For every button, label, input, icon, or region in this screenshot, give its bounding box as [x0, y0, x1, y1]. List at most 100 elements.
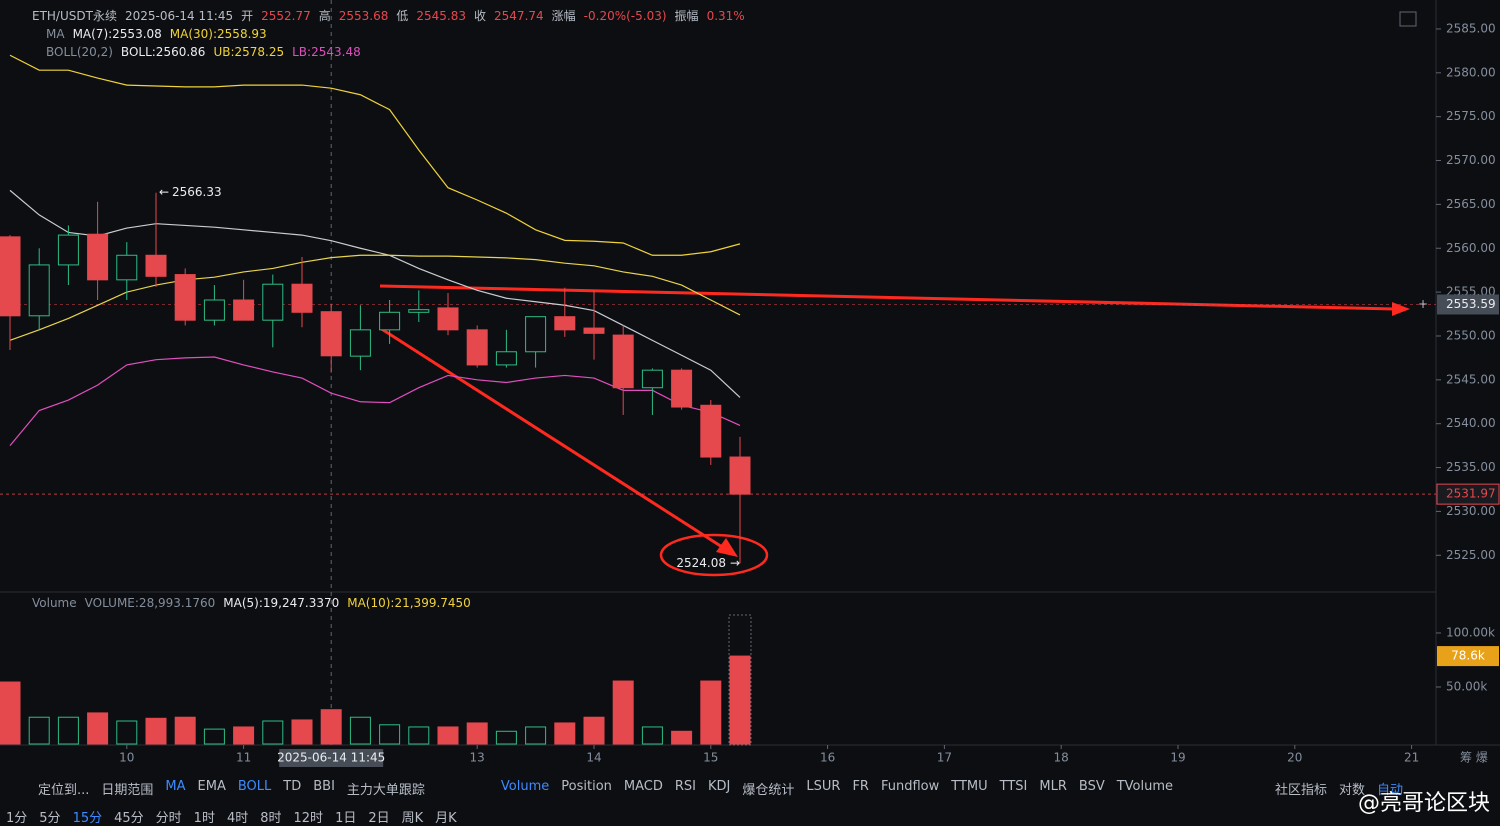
arrow-line: [379, 284, 1396, 311]
toolbar-button[interactable]: MACD: [623, 778, 663, 794]
high-label: 2566.33: [172, 185, 222, 199]
legend-item: 高: [319, 8, 331, 23]
toolbar-group: 定位到... 日期范围 MA EMA BOLL TD BBI 主力大单跟踪: [38, 779, 437, 798]
expand-icon[interactable]: [1399, 11, 1417, 27]
y-tick-label: 2525.00: [1446, 548, 1496, 562]
indicator-line: [9, 189, 741, 398]
toolbar-button[interactable]: TTSI: [999, 778, 1028, 794]
toolbar-button[interactable]: 对数: [1339, 782, 1366, 798]
y-tick-label: 2545.00: [1446, 372, 1496, 386]
highlight-circle: [659, 533, 769, 577]
legend-item: MA(30):2558.93: [170, 27, 267, 41]
toolbar-button[interactable]: 日期范围: [101, 782, 154, 798]
volume-bar: [28, 716, 50, 745]
volume-bar: [174, 716, 196, 745]
toolbar-button[interactable]: 5分: [39, 810, 61, 826]
toolbar-button[interactable]: 45分: [114, 810, 144, 826]
volume-bar: [291, 719, 313, 745]
toolbar-button[interactable]: 8时: [260, 810, 282, 826]
volume-bar: [262, 720, 284, 745]
volume-bar: [145, 717, 167, 745]
crosshair-label: 2025-06-14 11:45: [277, 751, 385, 765]
interval-bar: 1分 5分 15分 45分 分时 1时 4时 8时 12时 1日 2日 周K 月K: [0, 806, 469, 826]
legend-item: 2545.83: [416, 9, 466, 23]
toolbar-button[interactable]: RSI: [674, 778, 696, 794]
toolbar-button[interactable]: 1时: [193, 810, 215, 826]
y-tick-label: 2550.00: [1446, 328, 1496, 342]
toolbar-button[interactable]: 1分: [6, 810, 28, 826]
toolbar-button[interactable]: KDJ: [708, 778, 731, 794]
arrow-head: [1392, 302, 1410, 316]
volume-bar: [495, 730, 517, 745]
candle-body: [379, 311, 401, 331]
legend-item: BOLL(20,2): [46, 45, 113, 59]
toolbar-button[interactable]: TVolume: [1116, 778, 1174, 794]
volume-bar: [57, 716, 79, 745]
toolbar-button[interactable]: TTMU: [951, 778, 988, 794]
price-label: 2531.97: [1446, 487, 1496, 501]
toolbar-button[interactable]: BBI: [313, 778, 335, 794]
volume-bar: [641, 726, 663, 745]
toolbar-button[interactable]: 12时: [293, 810, 324, 826]
y-tick-label: 2540.00: [1446, 416, 1496, 430]
toolbar-button[interactable]: MA: [165, 778, 186, 794]
x-tick-label: 16: [820, 751, 835, 765]
volume-bar: [116, 720, 138, 745]
toolbar-button[interactable]: 定位到...: [38, 782, 90, 798]
legend-item: 2553.68: [339, 9, 389, 23]
toolbar-button[interactable]: 分时: [155, 810, 182, 826]
toolbar-button[interactable]: Position: [561, 778, 612, 794]
candle-body: [28, 264, 50, 317]
legend: ETH/USDT永续 2025-06-14 11:45 开 2552.77 高 2553.…: [32, 8, 745, 23]
toolbar-button[interactable]: Volume: [500, 778, 550, 794]
candle-body: [87, 233, 109, 281]
v-tick-label: 100.00k: [1446, 625, 1495, 639]
toolbar-button[interactable]: 爆仓统计: [742, 782, 795, 798]
legend: Volume VOLUME:28,993.1760 MA(5):19,247.337…: [32, 596, 471, 610]
legend-item: LB:2543.48: [292, 45, 361, 59]
y-tick-label: 2570.00: [1446, 153, 1496, 167]
legend-item: MA(10):21,399.7450: [347, 596, 471, 610]
toolbar-button[interactable]: 主力大单跟踪: [346, 782, 425, 798]
candle-body: [145, 254, 167, 277]
toolbar-button[interactable]: 2日: [368, 810, 390, 826]
candle-body: [437, 307, 459, 331]
toolbar-button[interactable]: 社区指标: [1275, 782, 1328, 798]
x-tick-label: 15: [703, 751, 718, 765]
volume-bar: [671, 730, 693, 745]
toolbar-button[interactable]: 自动: [1377, 782, 1404, 798]
candle-body: [291, 283, 313, 313]
toolbar-button[interactable]: 4时: [226, 810, 249, 826]
toolbar-button[interactable]: 月K: [435, 810, 457, 826]
legend-item: MA(7):2553.08: [73, 27, 162, 41]
indicator-line: [9, 356, 741, 447]
legend-item: 2552.77: [261, 9, 311, 23]
y-tick-label: 2580.00: [1446, 65, 1496, 79]
legend-item: 开: [241, 9, 253, 23]
volume-bar: [233, 726, 255, 745]
volume-bar: [0, 681, 21, 745]
toolbar-button[interactable]: BOLL: [237, 778, 272, 794]
toolbar-button[interactable]: FR: [852, 778, 869, 794]
chart: ETH/USDT永续 2025-06-14 11:45 开 2552.77 高 2553.…: [0, 0, 1500, 767]
candle-body: [57, 234, 79, 266]
toolbar-button[interactable]: LSUR: [806, 778, 841, 794]
toolbar-button[interactable]: TD: [283, 778, 302, 794]
toolbar-button[interactable]: EMA: [197, 778, 226, 794]
price-label: 2553.59: [1446, 297, 1496, 311]
toolbar-button[interactable]: BSV: [1078, 778, 1105, 794]
arrow-line: [379, 326, 731, 554]
toolbar-button[interactable]: 1日: [335, 810, 357, 826]
volume-bar: [320, 709, 342, 745]
candle-body: [612, 334, 634, 389]
candle-body: [0, 236, 21, 317]
toolbar-button[interactable]: Fundflow: [880, 778, 940, 794]
volume-bar: [349, 716, 371, 745]
price-label-bg: [1437, 294, 1499, 315]
toolbar-button[interactable]: 15分: [72, 810, 103, 826]
toolbar-group: 社区指标 对数 自动: [1275, 779, 1415, 798]
toolbar-button[interactable]: 周K: [401, 810, 424, 826]
volume-bar: [612, 680, 634, 745]
volume-bar: [203, 728, 225, 745]
toolbar-button[interactable]: MLR: [1039, 778, 1067, 794]
